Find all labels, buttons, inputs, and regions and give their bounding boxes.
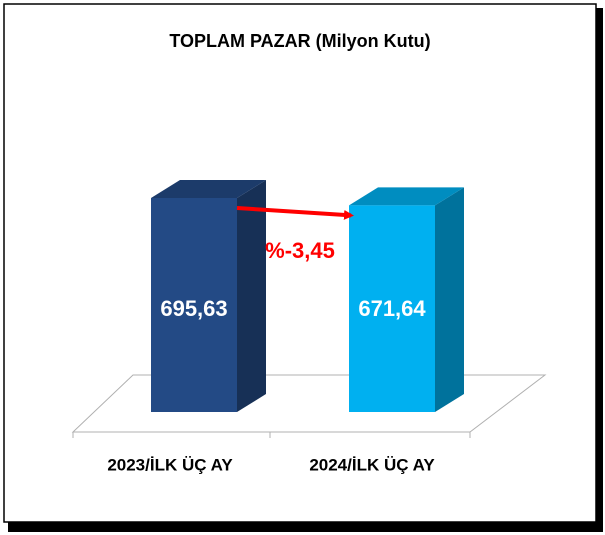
chart-title: TOPLAM PAZAR (Milyon Kutu) xyxy=(169,31,430,51)
bar xyxy=(349,205,435,412)
value-label: 671,64 xyxy=(358,296,426,321)
bar-side xyxy=(435,187,464,412)
value-label: 695,63 xyxy=(160,296,227,321)
floor xyxy=(71,374,547,433)
bar xyxy=(151,198,237,412)
bar-side xyxy=(237,180,266,412)
bar-top xyxy=(349,187,464,206)
change-arrow xyxy=(236,206,354,220)
bar-top xyxy=(151,180,266,198)
frame xyxy=(3,3,597,523)
x-tick-label: 2024/İLK ÜÇ AY xyxy=(309,455,435,474)
x-tick-label: 2023/İLK ÜÇ AY xyxy=(107,455,233,474)
annotation: %-3,45 xyxy=(265,238,335,263)
